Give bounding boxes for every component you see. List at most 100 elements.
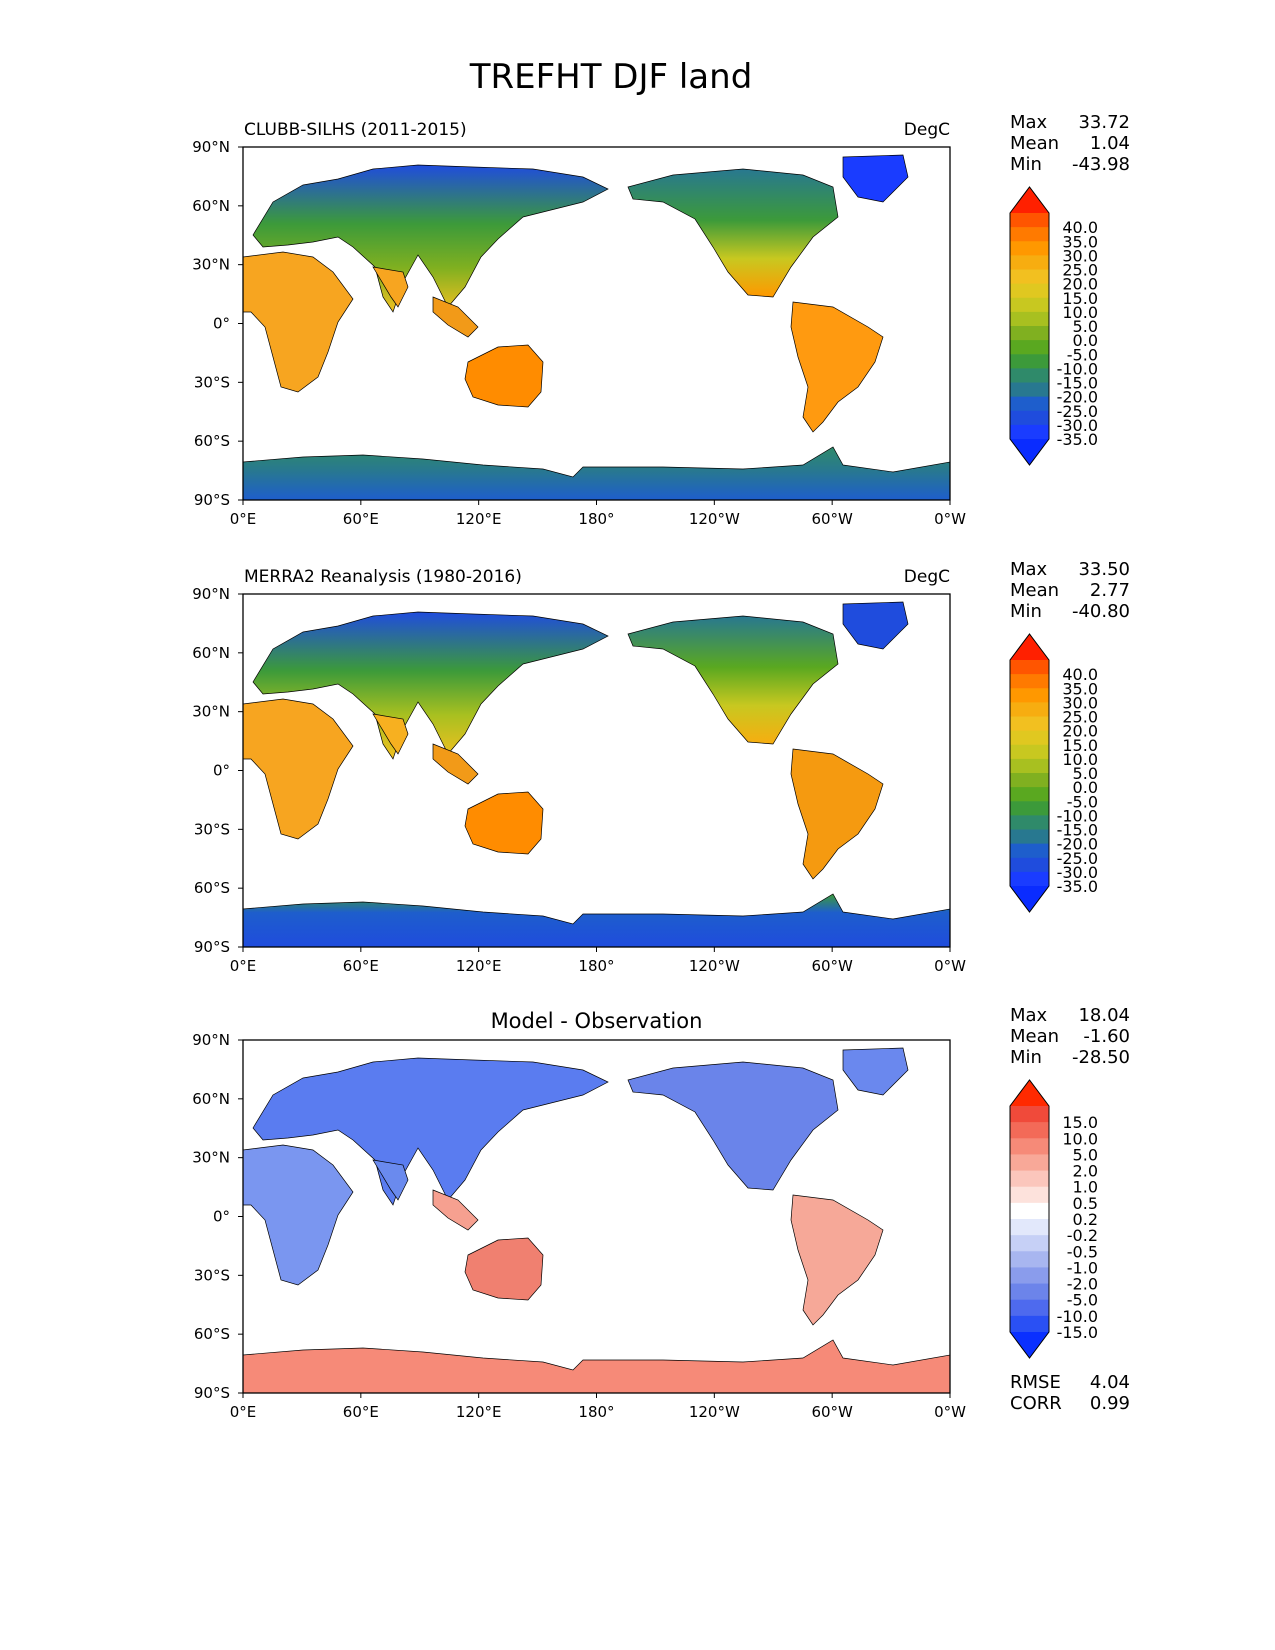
lat-tick-label: 60°S: [194, 432, 230, 450]
colorbar-label: 5.0: [1073, 764, 1098, 783]
colorbar-label: 30.0: [1062, 246, 1098, 265]
colorbar-segment: [1010, 297, 1049, 313]
colorbar-segment: [1010, 396, 1049, 412]
colorbar-label: -25.0: [1057, 402, 1098, 421]
colorbar-segment: [1010, 241, 1049, 256]
colorbar-label: 1.0: [1073, 1178, 1098, 1197]
colorbar-label: 5.0: [1073, 1145, 1098, 1164]
land-europe-asia: [252, 1057, 609, 1206]
colorbar-segment: [1010, 354, 1049, 369]
stat-value: 1.04: [1090, 133, 1130, 154]
colorbar-segment: [1010, 688, 1049, 703]
colorbar-outline: [1009, 186, 1050, 466]
lon-tick-label: 60°E: [343, 957, 379, 975]
lat-tick-label: 30°N: [192, 256, 230, 274]
colorbar-label: -20.0: [1057, 835, 1098, 854]
land-s-america: [790, 748, 884, 880]
lat-tick-label: 60°N: [192, 644, 230, 662]
stat-label: Max: [1010, 112, 1048, 133]
colorbar-segment: [1010, 1186, 1049, 1204]
panel-model: CLUBB-SILHS (2011-2015) DegC 90°N 60°N 30°N 0…: [192, 112, 1130, 528]
colorbar-segment: [1010, 1122, 1049, 1139]
stat-label: Min: [1010, 1047, 1042, 1068]
colorbar-segment: [1010, 773, 1049, 788]
land-australia: [464, 344, 544, 408]
colorbar-segment: [1010, 1267, 1049, 1285]
lat-tick-label: 30°S: [194, 1266, 230, 1284]
colorbar-label: 0.0: [1073, 331, 1098, 350]
colorbar-segment: [1010, 1170, 1049, 1188]
colorbar-outline: [1009, 633, 1050, 913]
stat-label: Max: [1010, 1005, 1048, 1026]
colorbar-extend-bottom: [1010, 439, 1049, 465]
colorbar-segment: [1010, 1251, 1049, 1268]
land-n-america: [627, 168, 839, 298]
land-greenland: [842, 1047, 909, 1096]
colorbar-segment: [1010, 382, 1049, 398]
colorbar-label: -25.0: [1057, 849, 1098, 868]
lat-tick-label: 90°S: [194, 491, 230, 509]
colorbar-segment: [1010, 829, 1049, 845]
lat-tick-label: 60°S: [194, 1325, 230, 1343]
colorbar-label: -0.2: [1067, 1226, 1098, 1245]
colorbar-segment: [1010, 269, 1049, 285]
colorbar-label: 20.0: [1062, 275, 1098, 294]
lat-tick-label: 30°N: [192, 1149, 230, 1167]
colorbar-label: -5.0: [1067, 1291, 1098, 1310]
colorbar-segment: [1010, 424, 1049, 440]
stat-label: Mean: [1010, 1026, 1059, 1047]
colorbar-label: 15.0: [1062, 289, 1098, 308]
colorbar-segment: [1010, 801, 1049, 816]
stat-value: 33.50: [1078, 559, 1130, 580]
colorbar-label: -35.0: [1057, 877, 1098, 896]
land-n-america: [627, 615, 839, 745]
stat-label: Max: [1010, 559, 1048, 580]
colorbar-label: -2.0: [1067, 1275, 1098, 1294]
land-africa: [242, 1144, 354, 1286]
colorbar-segment: [1010, 283, 1049, 299]
colorbar-label: -30.0: [1057, 863, 1098, 882]
colorbar-label: -5.0: [1067, 792, 1098, 811]
lat-tick-label: 0°: [213, 762, 230, 780]
colorbar-label: 0.5: [1073, 1194, 1098, 1213]
lat-tick-label: 60°N: [192, 1090, 230, 1108]
lat-tick-label: 60°S: [194, 879, 230, 897]
colorbar-label: -30.0: [1057, 416, 1098, 435]
figure-title: TREFHT DJF land: [469, 57, 753, 97]
land-australia: [464, 1237, 544, 1301]
stat-value: 33.72: [1078, 112, 1130, 133]
colorbar-label: -1.0: [1067, 1258, 1098, 1277]
colorbar-label: 40.0: [1062, 665, 1098, 684]
stat-value: -28.50: [1072, 1047, 1130, 1068]
stat-value: 18.04: [1078, 1005, 1130, 1026]
colorbar-label: 35.0: [1062, 232, 1098, 251]
land-india: [372, 1159, 409, 1201]
panel-obs: MERRA2 Reanalysis (1980-2016) DegC 90°N 60°…: [192, 559, 1130, 975]
lon-tick-label: 120°E: [456, 957, 502, 975]
colorbar-segment: [1010, 1283, 1049, 1301]
lat-tick-label: 0°: [213, 1208, 230, 1226]
colorbar-segment: [1010, 1202, 1049, 1220]
land-europe-asia: [252, 611, 609, 760]
colorbar-label: 5.0: [1073, 317, 1098, 336]
colorbar-segment: [1010, 1299, 1049, 1317]
colorbar-segment: [1010, 255, 1049, 270]
lat-tick-label: 90°N: [192, 585, 230, 603]
colorbar-segment: [1010, 1154, 1049, 1172]
colorbar-outline: [1009, 1079, 1050, 1359]
land-india: [372, 266, 409, 308]
colorbar-label: 25.0: [1062, 708, 1098, 727]
colorbar-segment: [1010, 340, 1049, 355]
land-africa: [242, 698, 354, 840]
stat-label: CORR: [1010, 1393, 1062, 1414]
colorbar-label: -35.0: [1057, 430, 1098, 449]
lon-tick-label: 120°E: [456, 1403, 502, 1421]
stat-value: 0.99: [1090, 1393, 1130, 1414]
colorbar-segment: [1010, 716, 1049, 732]
lon-tick-label: 0°E: [230, 510, 257, 528]
stat-label: Min: [1010, 154, 1042, 175]
colorbar-segment: [1010, 410, 1049, 426]
land-india: [372, 713, 409, 755]
lat-tick-label: 90°N: [192, 138, 230, 156]
